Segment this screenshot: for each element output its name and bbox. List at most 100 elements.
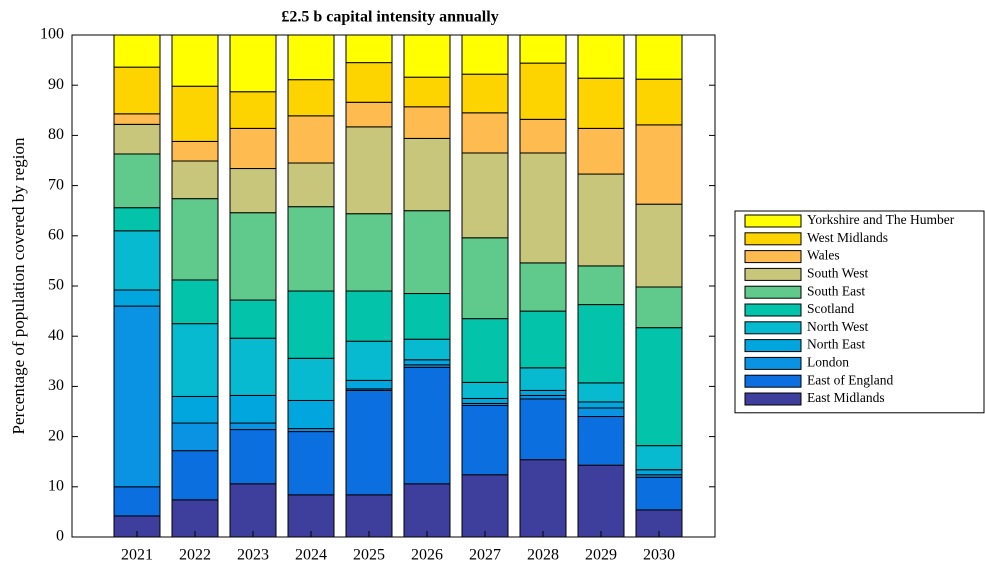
bar-segment xyxy=(287,162,335,208)
bar-segment xyxy=(113,123,161,155)
y-tick-label: 90 xyxy=(48,76,64,93)
bar-segment xyxy=(113,113,161,125)
bar-segment xyxy=(461,381,509,399)
bar-segment xyxy=(171,323,219,397)
bar-segment xyxy=(461,318,509,383)
bar-segment xyxy=(519,459,567,538)
bar-segment xyxy=(287,206,335,292)
bar-segment xyxy=(577,77,625,129)
y-tick-label: 10 xyxy=(48,477,64,494)
legend-swatch xyxy=(744,303,802,317)
bar-segment xyxy=(171,395,219,424)
bar-segment xyxy=(403,483,451,538)
bar-segment xyxy=(113,153,161,209)
bar-segment xyxy=(635,327,683,447)
bar-segment xyxy=(229,429,277,485)
bar-segment xyxy=(171,422,219,452)
bar-segment xyxy=(229,483,277,538)
legend-swatch xyxy=(744,374,802,388)
bar-segment xyxy=(635,445,683,471)
bar-segment xyxy=(171,450,219,501)
bar-segment xyxy=(287,494,335,538)
bar-segment xyxy=(403,76,451,108)
legend-label: West Midlands xyxy=(807,230,888,245)
bar-segment xyxy=(461,237,509,320)
y-tick-label: 50 xyxy=(48,277,64,294)
bar-segment xyxy=(461,474,509,538)
bar-segment xyxy=(171,160,219,200)
bar-segment xyxy=(577,265,625,306)
bar-segment xyxy=(345,101,393,128)
bar-segment xyxy=(345,389,393,496)
bar-segment xyxy=(403,366,451,485)
bar-segment xyxy=(287,79,335,117)
bar-segment xyxy=(403,106,451,139)
bar-segment xyxy=(171,85,219,142)
bar-segment xyxy=(229,299,277,339)
y-tick-label: 30 xyxy=(48,377,64,394)
bar-segment xyxy=(287,357,335,401)
bar-segment xyxy=(577,416,625,466)
bar-segment xyxy=(229,168,277,214)
bar-segment xyxy=(229,91,277,129)
legend-swatch xyxy=(744,392,802,406)
bar-segment xyxy=(113,207,161,232)
bar-segment xyxy=(113,289,161,307)
bar-segment xyxy=(171,34,219,87)
bar-segment xyxy=(287,34,335,81)
bar-segment xyxy=(345,34,393,64)
bar-segment xyxy=(229,212,277,301)
x-tick-label: 2023 xyxy=(237,547,269,564)
bar-segment xyxy=(113,34,161,68)
bar-segment xyxy=(635,34,683,80)
bar-segment xyxy=(519,34,567,64)
bar-segment xyxy=(171,279,219,325)
bar-segment xyxy=(171,140,219,162)
plot-frame xyxy=(71,34,716,538)
bar-segment xyxy=(461,404,509,476)
bar-segment xyxy=(229,394,277,424)
bar-segment xyxy=(113,486,161,517)
bar-segment xyxy=(403,359,451,366)
bar-segment xyxy=(519,262,567,312)
y-tick-label: 60 xyxy=(48,226,64,243)
legend-swatch xyxy=(744,250,802,264)
bar-segment xyxy=(577,127,625,175)
bar-segment xyxy=(345,379,393,390)
bar-segment xyxy=(577,304,625,384)
bar-segment xyxy=(577,382,625,403)
bar-segment xyxy=(345,62,393,103)
bar-segment xyxy=(461,73,509,114)
bar-segment xyxy=(345,213,393,292)
legend-swatch xyxy=(744,339,802,353)
x-tick-label: 2025 xyxy=(353,547,385,564)
legend-label: North East xyxy=(807,337,865,352)
legend-swatch xyxy=(744,285,802,299)
x-tick-label: 2021 xyxy=(121,547,153,564)
bar-segment xyxy=(403,137,451,212)
legend-swatch xyxy=(744,267,802,281)
bar-segment xyxy=(635,476,683,511)
bar-segment xyxy=(577,34,625,79)
bar-segment xyxy=(229,34,277,93)
legend-label: East Midlands xyxy=(807,390,885,405)
x-tick-label: 2029 xyxy=(585,547,617,564)
x-tick-label: 2022 xyxy=(179,547,211,564)
legend-swatch xyxy=(744,232,802,246)
bar-segment xyxy=(287,290,335,359)
legend-swatch xyxy=(744,321,802,335)
y-tick-label: 0 xyxy=(56,528,64,545)
y-tick-label: 70 xyxy=(48,176,64,193)
bar-segment xyxy=(519,118,567,154)
bar-segment xyxy=(519,398,567,461)
bar-segment xyxy=(519,310,567,369)
bar-segment xyxy=(635,203,683,288)
bar-segment xyxy=(345,126,393,215)
x-tick-label: 2028 xyxy=(527,547,559,564)
legend-swatch xyxy=(744,214,802,228)
bar-segment xyxy=(635,78,683,126)
legend-label: Scotland xyxy=(807,301,854,316)
bar-segment xyxy=(403,210,451,295)
bar-segment xyxy=(635,286,683,329)
legend-swatch xyxy=(744,356,802,370)
